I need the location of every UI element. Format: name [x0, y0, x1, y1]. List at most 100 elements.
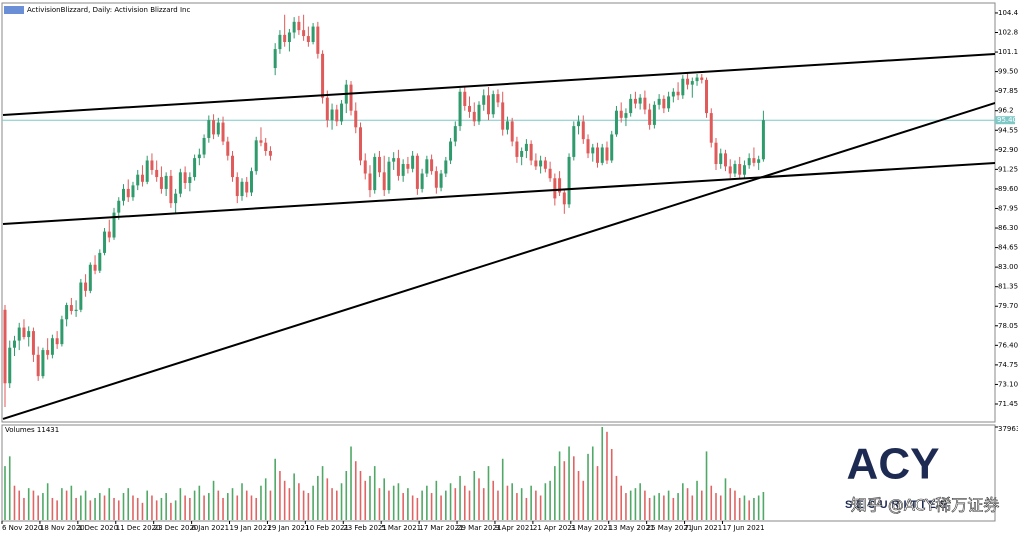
candle-body	[103, 231, 107, 253]
candle-body	[69, 305, 73, 311]
candle-body	[510, 121, 514, 142]
candle-body	[50, 338, 54, 355]
y-tick-label: 84.65	[998, 244, 1018, 252]
candle-body	[292, 21, 296, 33]
candle-body	[752, 158, 756, 163]
candle-body	[723, 153, 727, 167]
candle-body	[221, 122, 225, 142]
logo: ACY	[847, 440, 940, 489]
candle-body	[287, 32, 291, 42]
candle-body	[197, 154, 201, 159]
candle-body	[681, 78, 685, 96]
candle-body	[496, 94, 500, 103]
candle-body	[335, 109, 339, 122]
candle-body	[373, 156, 377, 191]
candle-body	[605, 147, 609, 161]
candle-body	[311, 26, 315, 42]
trendline	[2, 161, 995, 225]
candle-body	[131, 185, 135, 198]
candle-body	[254, 140, 258, 172]
logo-subtext: SECURITIES	[845, 499, 951, 511]
candle-body	[354, 110, 358, 128]
candle-body	[662, 98, 666, 109]
candle-body	[98, 252, 102, 271]
candle-body	[458, 91, 462, 127]
candle-body	[406, 164, 410, 169]
candle-body	[567, 156, 571, 205]
x-tick-label: 17 Mar 2021	[419, 524, 463, 532]
candle-body	[444, 160, 448, 174]
candle-body	[330, 109, 334, 121]
candle-body	[178, 172, 182, 194]
candle-body	[159, 177, 163, 189]
candle-body	[652, 104, 656, 125]
candle-body	[368, 173, 372, 191]
candle-body	[562, 192, 566, 205]
x-tick-label: 11 Dec 2020	[116, 524, 161, 532]
y-tick-label: 104.45	[998, 9, 1018, 17]
candle-body	[193, 158, 197, 178]
candle-body	[648, 109, 652, 125]
y-tick-label: 83.00	[998, 263, 1018, 271]
candle-body	[686, 78, 690, 85]
x-tick-label: 25 May 2021	[647, 524, 693, 532]
candle-body	[553, 178, 557, 199]
candle-body	[761, 120, 765, 160]
y-tick-label: 89.60	[998, 185, 1018, 193]
candle-body	[619, 110, 623, 118]
candle-body	[259, 140, 263, 143]
candle-body	[690, 81, 694, 85]
candle-body	[136, 174, 140, 186]
candle-body	[387, 161, 391, 191]
candle-body	[207, 120, 211, 138]
candle-body	[439, 173, 443, 188]
candle-body	[268, 151, 272, 156]
candle-body	[88, 264, 92, 291]
trendline	[2, 52, 995, 116]
candle-body	[515, 141, 519, 157]
candle-body	[264, 142, 268, 152]
y-tick-label: 97.85	[998, 87, 1018, 95]
x-tick-label: 18 Nov 2020	[40, 524, 85, 532]
candle-body	[41, 350, 45, 377]
candle-body	[600, 147, 604, 163]
candle-body	[74, 309, 78, 311]
candle-body	[491, 94, 495, 115]
candle-body	[22, 327, 26, 338]
candle-body	[3, 309, 7, 384]
y-tick-label: 74.75	[998, 361, 1018, 369]
y-tick-label: 76.40	[998, 341, 1018, 349]
watermark: 知乎 @ACY稀万证券	[851, 496, 999, 515]
candle-body	[112, 212, 116, 238]
candle-body	[60, 319, 64, 345]
candle-body	[216, 122, 220, 135]
candle-body	[415, 155, 419, 189]
candle-body	[638, 97, 642, 104]
candle-body	[349, 84, 353, 111]
candle-body	[117, 200, 121, 213]
candle-body	[643, 97, 647, 110]
candle-body	[12, 340, 16, 348]
candle-body	[558, 178, 562, 193]
y-tick-label: 94.55	[998, 126, 1018, 134]
candle-body	[757, 159, 761, 163]
candle-body	[359, 127, 362, 161]
candle-body	[676, 91, 680, 96]
candle-body	[577, 121, 581, 127]
chart-title: ActivisionBlizzard, Daily: Activision Bl…	[27, 6, 190, 14]
candle-body	[145, 160, 149, 182]
candle-body	[183, 172, 187, 183]
candle-body	[709, 113, 713, 143]
candle-body	[434, 171, 438, 188]
candle-body	[150, 160, 154, 170]
candle-body	[240, 181, 244, 197]
x-tick-label: 10 Feb 2021	[305, 524, 349, 532]
price-panel	[1, 2, 996, 423]
candle-body	[472, 111, 476, 122]
candle-body	[629, 98, 633, 114]
candle-body	[667, 96, 671, 109]
x-tick-label: 1 Dec 2020	[78, 524, 118, 532]
candle-body	[633, 98, 637, 104]
x-tick-label: 6 Nov 2020	[2, 524, 42, 532]
candle-body	[79, 282, 83, 310]
